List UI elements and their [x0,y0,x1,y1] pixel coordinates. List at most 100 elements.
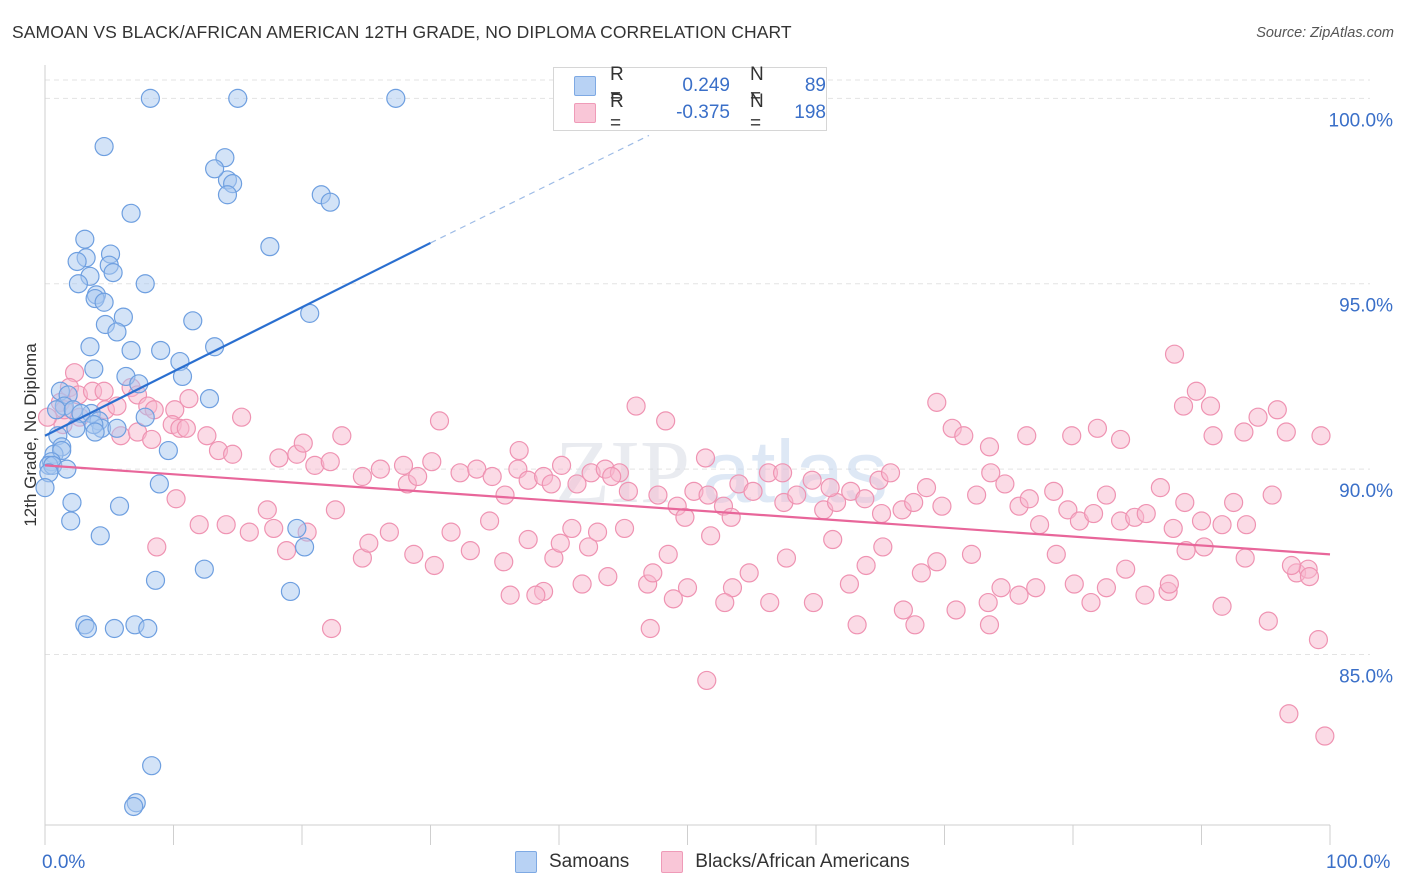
black-point-35 [370,459,390,479]
legend-n-label: N = [749,64,764,107]
black-point-30 [293,433,313,453]
black-point-121 [404,544,424,564]
y-tick-labels: 85.0% 90.0% 95.0% 100.0% [1329,110,1394,687]
black-point-182 [1159,574,1179,594]
legend-item-samoans: Samoans [515,851,629,873]
black-point-177 [979,615,1000,635]
samoan-point-69 [287,518,307,539]
black-point-149 [927,552,947,572]
series-samoan-points [35,88,406,817]
samoan-point-37 [129,374,149,394]
legend-swatch-samoans-bottom [515,851,537,873]
black-point-154 [1009,585,1029,605]
black-point-110 [189,515,209,535]
black-point-135 [658,544,678,564]
black-point-138 [722,578,743,598]
samoan-point-70 [90,526,110,546]
legend-row-samoans: R = 0.249 N = 89 [574,64,826,107]
black-point-102 [1248,407,1268,427]
samoan-point-41 [199,389,220,409]
black-point-181 [500,585,520,605]
legend-r-label: R = [609,91,624,134]
black-point-176 [905,615,925,635]
legend-r-label: R = [609,64,624,107]
black-point-20 [176,418,196,438]
black-point-108 [147,537,167,557]
samoan-point-31 [121,340,141,361]
black-point-168 [1281,555,1302,576]
black-point-156 [1046,544,1066,564]
samoan-point-27 [183,311,203,331]
black-point-200 [695,448,716,468]
chart-title: SAMOAN VS BLACK/AFRICAN AMERICAN 12TH GR… [12,22,792,42]
black-point-49 [551,455,572,475]
black-point-194 [979,437,1000,457]
black-point-90 [1096,485,1117,505]
samoan-point-56 [158,440,178,461]
legend-label-samoans: Samoans [549,851,630,872]
black-point-5 [94,381,114,401]
black-point-166 [1235,548,1255,568]
black-point-132 [598,567,618,587]
legend-n-value-black: 198 [794,102,826,123]
black-point-170 [1315,726,1335,746]
samoan-point-32 [151,340,171,361]
black-point-23 [142,429,162,450]
black-point-82 [995,474,1015,494]
black-point-104 [1276,422,1296,442]
samoan-point-74 [280,581,301,602]
black-point-171 [1279,704,1299,724]
watermark-atlas: atlas [702,422,888,521]
black-point-143 [823,529,843,550]
samoan-point-77 [104,618,124,639]
black-point-187 [1173,396,1194,416]
black-point-89 [1083,503,1104,524]
black-point-139 [739,563,759,583]
black-point-159 [1096,578,1117,598]
samoan-trend-extension [430,134,650,244]
black-point-147 [893,600,913,620]
y-tick-label-3: 100.0% [1329,110,1394,131]
black-point-193 [1017,426,1037,446]
black-point-163 [1176,541,1196,561]
black-point-81 [981,463,1001,483]
black-point-185 [1267,400,1287,420]
black-point-32 [320,452,340,472]
black-point-85 [1029,515,1050,535]
black-point-186 [1164,344,1185,364]
black-point-199 [721,507,741,527]
black-point-145 [856,555,876,576]
x-tick-label-0: 0.0% [42,852,86,873]
samoan-point-71 [294,537,315,557]
samoan-point-65 [35,478,55,498]
black-point-39 [422,452,442,472]
black-point-205 [572,574,592,594]
samoan-point-35 [84,359,104,379]
samoan-point-72 [194,559,214,579]
black-point-180 [526,585,546,605]
black-point-197 [820,478,840,498]
black-point-86 [1044,481,1064,501]
black-point-169 [1299,567,1320,587]
legend-n-label: N = [749,91,764,134]
black-point-150 [946,600,966,620]
black-point-44 [495,485,515,505]
black-point-97 [1186,381,1206,401]
black-point-101 [1236,515,1257,535]
black-trend-line [44,464,1331,556]
black-point-117 [325,500,346,520]
black-point-76 [916,478,937,498]
samoan-point-3 [94,136,114,157]
black-point-196 [871,503,892,524]
x-tick-label-100: 100.0% [1326,852,1391,873]
correlation-legend: R = 0.249 N = 89 R = -0.375 N = 198 [553,64,827,134]
black-point-24 [197,426,217,446]
black-point-122 [424,555,444,576]
black-point-114 [264,518,284,539]
black-point-50 [567,474,587,494]
black-point-165 [1212,596,1232,616]
black-point-100 [1224,492,1244,513]
samoan-point-82 [124,796,144,817]
samoan-point-19 [103,263,123,283]
black-point-75 [904,492,924,513]
